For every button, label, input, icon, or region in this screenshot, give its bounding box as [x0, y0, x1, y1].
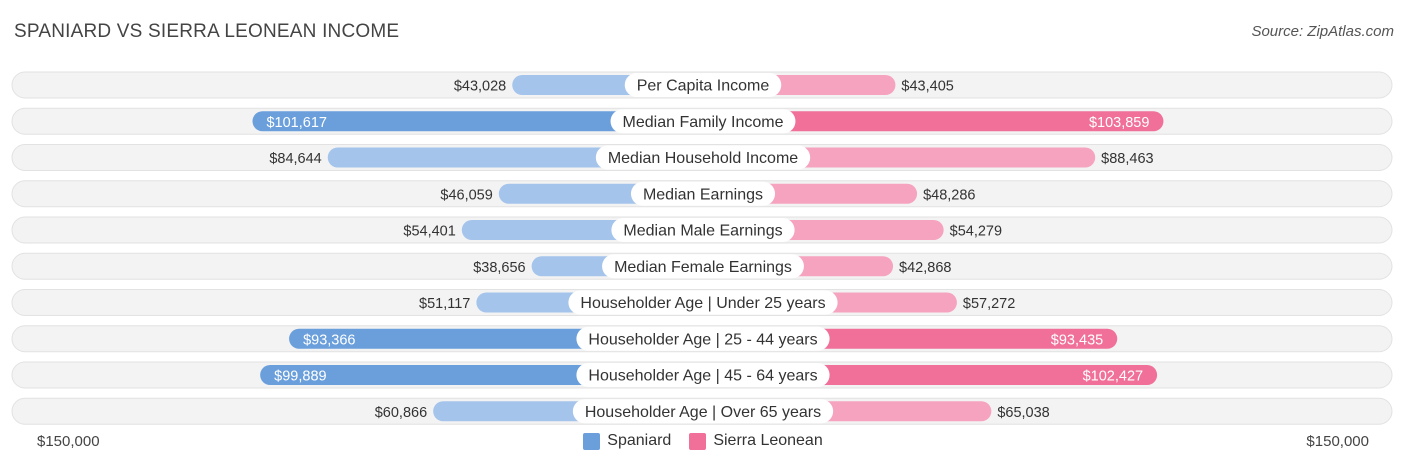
value-label-spaniard: $38,656: [473, 260, 525, 276]
value-label-sierra-leonean: $48,286: [923, 187, 975, 203]
bar-spaniard: [252, 111, 703, 132]
source-note: Source: ZipAtlas.com: [1251, 23, 1394, 40]
value-label-spaniard: $101,617: [266, 115, 326, 131]
category-pill: [572, 399, 834, 424]
value-label-spaniard: $43,028: [454, 79, 506, 95]
value-label-sierra-leonean: $57,272: [963, 296, 1015, 312]
chart-row: $43,028 $43,405 Per Capita Income: [11, 71, 1393, 99]
category-pill: [576, 326, 830, 351]
value-label-sierra-leonean: $42,868: [899, 260, 951, 276]
category-label: Householder Age | Over 65 years: [585, 404, 821, 421]
value-label-sierra-leonean: $103,859: [1089, 115, 1149, 131]
category-label: Per Capita Income: [637, 78, 770, 95]
value-label-sierra-leonean: $93,435: [1051, 332, 1103, 348]
value-label-spaniard: $46,059: [440, 187, 492, 203]
category-label: Median Household Income: [608, 150, 798, 167]
category-pill: [595, 145, 811, 170]
bar-sierra-leonean: [703, 111, 1164, 132]
value-label-spaniard: $93,366: [303, 332, 355, 348]
chart-row: $60,866 $65,038 Householder Age | Over 65 …: [11, 397, 1393, 425]
legend-swatch-sierra-leonean: [689, 432, 707, 450]
value-label-spaniard: $54,401: [403, 224, 455, 240]
category-label: Median Earnings: [643, 186, 763, 203]
category-label: Householder Age | 25 - 44 years: [588, 331, 817, 348]
value-label-spaniard: $99,889: [274, 369, 326, 385]
category-label: Householder Age | 45 - 64 years: [588, 368, 817, 385]
chart-row: $54,401 $54,279 Median Male Earnings: [11, 216, 1393, 244]
legend-item-sierra-leonean[interactable]: Sierra Leonean: [689, 432, 823, 450]
chart-title: SPANIARD VS SIERRA LEONEAN INCOME: [14, 21, 400, 42]
value-label-spaniard: $51,117: [419, 296, 470, 312]
legend-swatch-spaniard: [583, 432, 601, 450]
axis-right-label: $150,000: [1306, 433, 1369, 450]
legend: Spaniard Sierra Leonean: [0, 432, 1406, 450]
value-label-sierra-leonean: $102,427: [1083, 369, 1143, 385]
category-pill: [610, 109, 796, 134]
value-label-sierra-leonean: $65,038: [997, 405, 1049, 421]
category-pill: [624, 73, 782, 97]
value-label-spaniard: $84,644: [269, 151, 321, 167]
axis-left-label: $150,000: [37, 433, 100, 450]
chart-row: $38,656 $42,868 Median Female Earnings: [11, 252, 1393, 280]
category-pill: [602, 254, 804, 279]
category-label: Median Family Income: [623, 114, 784, 131]
category-pill: [630, 181, 776, 206]
legend-label-sierra-leonean: Sierra Leonean: [713, 432, 823, 449]
value-label-sierra-leonean: $88,463: [1101, 151, 1153, 167]
legend-item-spaniard[interactable]: Spaniard: [583, 432, 671, 450]
value-label-sierra-leonean: $43,405: [901, 79, 953, 95]
chart-row: $84,644 $88,463 Median Household Income: [11, 144, 1393, 171]
value-label-spaniard: $60,866: [375, 405, 427, 421]
chart-row: $46,059 $48,286 Median Earnings: [11, 180, 1393, 208]
category-label: Median Male Earnings: [623, 223, 782, 240]
category-pill: [576, 363, 830, 387]
chart-row: $51,117 $57,272 Householder Age | Under 25…: [11, 289, 1393, 316]
category-pill: [611, 218, 795, 242]
category-pill: [568, 290, 838, 315]
category-label: Householder Age | Under 25 years: [580, 295, 825, 312]
legend-label-spaniard: Spaniard: [607, 432, 672, 449]
value-label-sierra-leonean: $54,279: [950, 224, 1002, 240]
category-label: Median Female Earnings: [614, 259, 792, 276]
chart-row: $93,366 $93,435 Householder Age | 25 - 44 …: [11, 325, 1393, 353]
chart-row: $101,617 $103,859 Median Family Income: [11, 107, 1393, 135]
chart-row: $99,889 $102,427 Householder Age | 45 - 64…: [11, 361, 1393, 389]
